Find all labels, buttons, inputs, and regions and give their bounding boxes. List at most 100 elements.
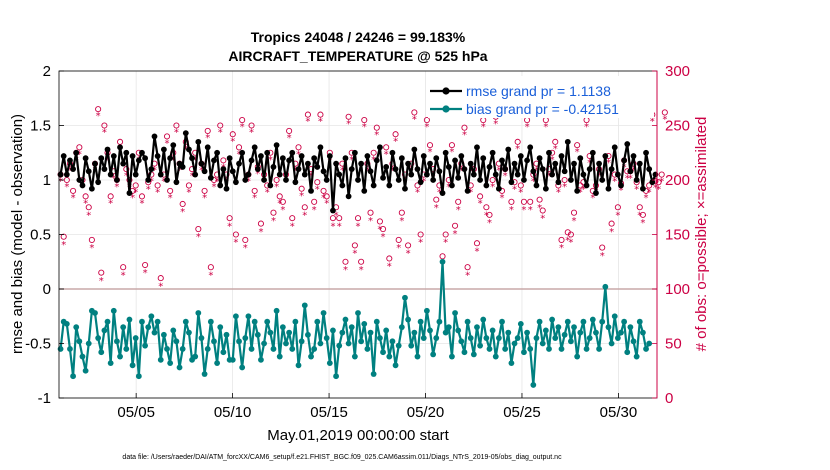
rmse-point <box>330 207 336 214</box>
rmse-point <box>402 185 408 192</box>
obs-assimilated-marker: * <box>243 243 248 254</box>
obs-possible-marker <box>552 138 559 145</box>
bias-point <box>377 335 383 341</box>
rmse-point <box>502 166 509 173</box>
obs-possible-marker <box>270 209 277 216</box>
obs-assimilated-marker: * <box>362 122 367 133</box>
rmse-point <box>505 146 512 153</box>
obs-possible-marker <box>473 240 481 247</box>
bias-point <box>398 324 405 331</box>
bias-point <box>204 346 211 352</box>
obs-possible-marker <box>142 261 149 269</box>
bias-point <box>104 318 111 325</box>
obs-possible-marker <box>379 225 387 233</box>
bias-point <box>98 349 105 356</box>
bias-point <box>311 346 318 352</box>
bias-point <box>542 327 549 334</box>
rmse-point <box>251 144 258 151</box>
obs-assimilated-marker: * <box>205 133 210 144</box>
bias-point <box>195 310 202 316</box>
obs-possible-marker <box>217 122 224 129</box>
obs-assimilated-marker: * <box>352 249 357 260</box>
obs-assimilated-marker: * <box>227 221 232 232</box>
obs-assimilated-marker: * <box>578 188 583 199</box>
bias-point <box>186 329 192 336</box>
obs-possible-marker <box>376 218 383 225</box>
bias-point <box>67 346 73 352</box>
bias-point <box>386 353 393 360</box>
obs-assimilated-marker: * <box>612 177 617 188</box>
obs-assimilated-marker: * <box>183 144 188 155</box>
obs-possible-marker <box>486 211 493 218</box>
obs-assimilated-marker: * <box>315 184 320 195</box>
obs-possible-marker <box>426 142 434 149</box>
rmse-point <box>70 166 76 173</box>
obs-possible-marker <box>661 109 668 116</box>
y-tick-label: 2 <box>43 63 51 80</box>
rmse-point <box>151 133 158 140</box>
rmse-point <box>226 155 233 162</box>
obs-assimilated-marker: * <box>662 115 667 126</box>
rmse-point <box>361 188 368 194</box>
rmse-point <box>148 166 155 173</box>
obs-assimilated-marker: * <box>246 177 251 188</box>
rmse-point <box>558 153 565 159</box>
rmse-point <box>564 138 571 145</box>
obs-assimilated-marker: * <box>634 184 639 195</box>
obs-possible-marker <box>567 231 574 238</box>
rmse-point <box>85 168 92 175</box>
obs-assimilated-marker: * <box>474 246 479 257</box>
bias-point <box>242 335 249 341</box>
rmse-point <box>574 188 581 194</box>
rmse-point <box>483 182 490 189</box>
obs-assimilated-marker: * <box>330 221 335 232</box>
rmse-series <box>57 130 659 214</box>
obs-assimilated-marker: * <box>64 182 69 193</box>
bias-point <box>182 318 189 325</box>
bias-point <box>320 310 327 316</box>
obs-assimilated-marker: * <box>255 169 260 180</box>
rmse-point <box>533 182 540 189</box>
bias-point <box>467 335 474 341</box>
bias-series <box>57 258 653 388</box>
obs-assimilated-marker: * <box>546 171 551 182</box>
obs-assimilated-marker: * <box>637 210 642 221</box>
bias-point <box>201 371 208 377</box>
obs-assimilated-marker: * <box>644 193 649 204</box>
bias-point <box>589 316 596 323</box>
bias-point <box>449 353 455 360</box>
obs-assimilated-marker: * <box>365 166 370 177</box>
rmse-point <box>160 146 167 153</box>
rmse-point <box>577 155 584 162</box>
chart-title: Tropics 24048 / 24246 = 99.183% <box>251 29 466 45</box>
obs-possible-marker <box>95 106 102 113</box>
bias-point <box>207 318 214 325</box>
obs-assimilated-marker: * <box>374 130 379 141</box>
obs-possible-marker <box>386 255 393 262</box>
obs-possible-marker <box>398 209 405 216</box>
bias-point <box>552 335 559 341</box>
bias-point <box>214 360 221 367</box>
obs-assimilated-marker: * <box>531 177 536 188</box>
rmse-point <box>157 171 164 178</box>
rmse-point <box>568 177 574 183</box>
obs-assimilated-marker: * <box>121 270 126 281</box>
rmse-point <box>301 171 308 178</box>
obs-possible-marker <box>448 142 455 149</box>
bias-point <box>336 342 343 349</box>
rmse-point <box>305 160 311 167</box>
obs-possible-marker <box>98 269 105 276</box>
obs-assimilated-marker: * <box>296 149 301 160</box>
rmse-point <box>67 157 73 164</box>
rmse-point <box>348 166 355 173</box>
obs-assimilated-marker: * <box>130 193 135 204</box>
obs-assimilated-marker: * <box>309 171 314 182</box>
obs-possible-marker <box>383 144 390 151</box>
obs-possible-marker <box>239 117 246 124</box>
rmse-point <box>386 182 393 189</box>
bias-point <box>251 318 258 325</box>
obs-assimilated-marker: * <box>446 182 451 193</box>
rmse-point <box>492 171 499 178</box>
obs-possible-marker <box>220 157 227 164</box>
obs-possible-marker <box>276 193 283 200</box>
